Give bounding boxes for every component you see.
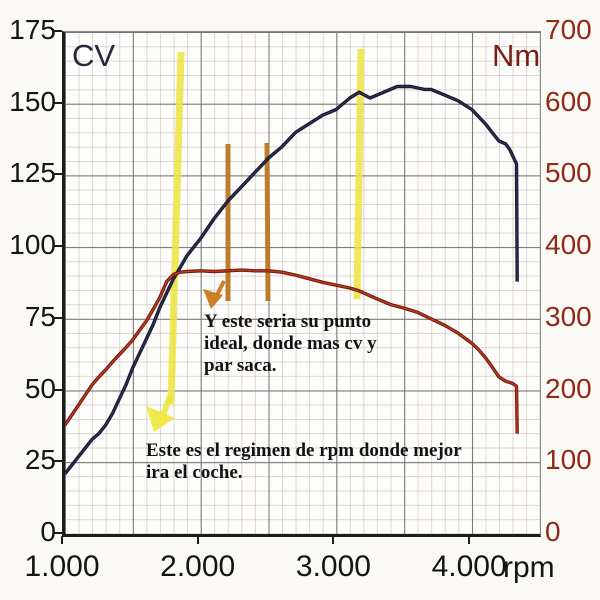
- left-tick-label: 25: [24, 444, 56, 476]
- left-tick-label: 125: [9, 157, 56, 189]
- curves-layer: [65, 48, 519, 475]
- bottom-tick-label: 2.000: [160, 550, 236, 583]
- left-tick-mark: [53, 531, 62, 534]
- yellow-marker-line-1: [167, 51, 185, 405]
- nm-torque-curve-highlight: [65, 269, 518, 434]
- bottom-tick-mark: [196, 536, 199, 544]
- right-axis-label: Nm: [492, 38, 541, 73]
- left-tick-mark: [53, 30, 62, 32]
- orange-arrow-head: [203, 289, 223, 309]
- bottom-axis-unit: rpm: [503, 551, 555, 584]
- left-tick-label: 150: [9, 85, 56, 117]
- left-tick-mark: [53, 101, 62, 104]
- left-tick-label: 50: [24, 372, 56, 404]
- left-tick-mark: [53, 388, 62, 391]
- cv-power-curve-highlight: [65, 85, 518, 475]
- left-tick-label: 0: [40, 515, 56, 547]
- right-tick-label: 600: [545, 85, 592, 117]
- yellow-marker-line-2: [353, 48, 365, 300]
- left-tick-mark: [53, 460, 62, 463]
- bottom-tick-mark: [332, 536, 335, 544]
- annotation-line: Y este seria su punto: [204, 311, 372, 332]
- annotation-line: Este es el regimen de rpm donde mejor: [146, 440, 462, 461]
- left-tick-mark: [53, 173, 62, 176]
- right-tick-label: 300: [545, 300, 592, 332]
- annotation-rpm-range: Este es el regimen de rpm donde mejor ir…: [146, 440, 462, 484]
- orange-arrow-shaft: [215, 280, 226, 296]
- annotation-line: par saca.: [204, 355, 277, 376]
- left-tick-mark: [53, 245, 62, 248]
- left-tick-label: 100: [9, 229, 56, 261]
- yellow-arrow-head: [146, 406, 175, 432]
- left-tick-mark: [53, 316, 62, 319]
- bottom-tick-label: 4.000: [431, 550, 507, 583]
- left-axis-label: CV: [72, 38, 116, 73]
- annotation-line: ideal, donde mas cv y: [204, 333, 377, 354]
- bottom-tick-mark: [61, 536, 63, 544]
- left-tick-label: 75: [24, 300, 56, 332]
- bottom-tick-mark: [468, 536, 471, 544]
- right-tick-label: 200: [545, 372, 592, 404]
- right-tick-label: 500: [545, 157, 592, 189]
- left-tick-label: 175: [9, 14, 56, 45]
- annotation-ideal-point: Y este seria su punto ideal, donde mas c…: [204, 311, 377, 377]
- cv-power-curve: [65, 84, 519, 475]
- right-tick-label: 700: [545, 14, 592, 45]
- annotation-line: ira el coche.: [146, 462, 243, 483]
- bottom-tick-label: 1.000: [24, 550, 100, 583]
- bottom-tick-label: 3.000: [295, 550, 371, 583]
- orange-marker-line-2: [264, 142, 271, 302]
- right-tick-label: 100: [545, 444, 592, 476]
- right-tick-label: 400: [545, 229, 592, 261]
- plot-area: [62, 31, 541, 537]
- right-tick-label: 0: [545, 515, 561, 547]
